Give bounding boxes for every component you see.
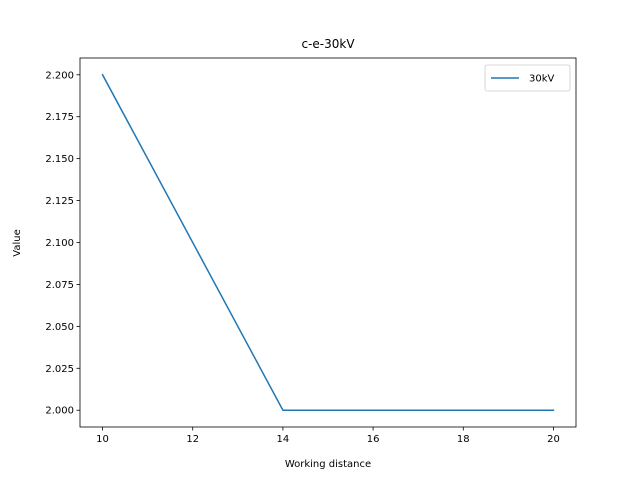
y-tick-label: 2.000 — [45, 406, 74, 417]
x-tick-label: 18 — [457, 434, 470, 445]
legend-box — [484, 64, 571, 92]
legend: 30kV — [484, 64, 571, 92]
series-line-0 — [101, 73, 555, 411]
legend-label-0: 30kV — [529, 74, 555, 85]
y-tick-label: 2.075 — [45, 280, 74, 291]
plot-area: 10 12 14 16 18 20 2.000 2.025 2.050 2.075 2.100 2.1… — [45, 57, 577, 445]
x-tick-label: 20 — [547, 434, 560, 445]
y-tick-label: 2.050 — [45, 322, 74, 333]
y-tick-label: 2.125 — [45, 196, 74, 207]
x-tick-label: 16 — [367, 434, 380, 445]
y-axis-label: Value — [12, 229, 23, 256]
y-tick-label: 2.175 — [45, 112, 74, 123]
y-tick-label: 2.025 — [45, 364, 74, 375]
chart-title: c-e-30kV — [301, 37, 355, 51]
y-tick-label: 2.200 — [45, 70, 74, 81]
x-tick-label: 14 — [277, 434, 290, 445]
x-tick-label: 12 — [186, 434, 199, 445]
x-tick-label: 10 — [96, 434, 109, 445]
y-tick-label: 2.150 — [45, 154, 74, 165]
y-tick-label: 2.100 — [45, 238, 74, 249]
x-axis-label: Working distance — [285, 459, 371, 470]
